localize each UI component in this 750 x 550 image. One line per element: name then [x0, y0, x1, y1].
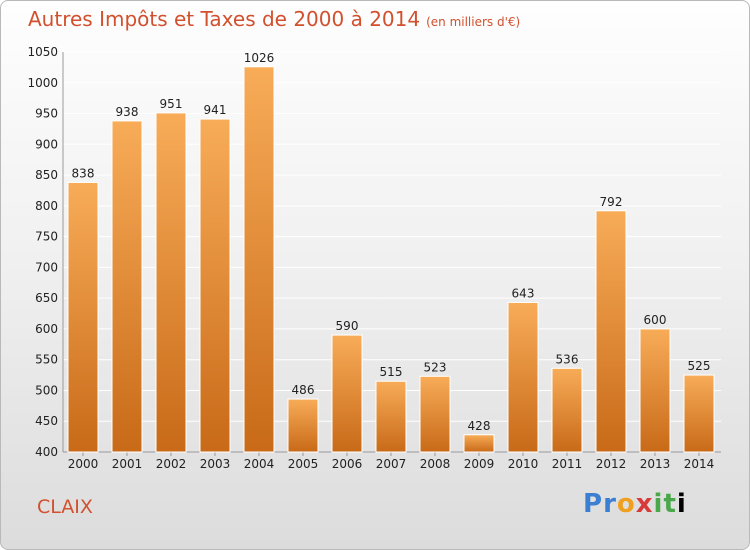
- bar-2010: [507, 301, 539, 453]
- y-tick-label: 900: [35, 137, 58, 151]
- x-tick-label: 2014: [684, 457, 715, 471]
- data-label: 428: [468, 419, 491, 433]
- x-tick-label: 2001: [112, 457, 143, 471]
- bar-2003: [199, 118, 231, 453]
- y-tick-label: 950: [35, 107, 58, 121]
- data-label: 1026: [244, 51, 275, 65]
- data-label: 525: [688, 359, 711, 373]
- x-tick-label: 2002: [156, 457, 187, 471]
- x-tick-label: 2011: [552, 457, 583, 471]
- bar-2000: [67, 181, 99, 453]
- x-tick-label: 2008: [420, 457, 451, 471]
- y-tick-label: 500: [35, 383, 58, 397]
- y-tick-label: 750: [35, 230, 58, 244]
- x-tick-label: 2009: [464, 457, 495, 471]
- x-tick-label: 2012: [596, 457, 627, 471]
- bar-2005: [287, 398, 319, 453]
- data-label: 536: [556, 352, 579, 366]
- commune-name: CLAIX: [37, 496, 93, 518]
- y-tick-label: 1000: [27, 76, 58, 90]
- y-tick-label: 450: [35, 414, 58, 428]
- y-tick-label: 400: [35, 445, 58, 459]
- data-label: 643: [512, 286, 535, 300]
- data-labels: 838 938 951 941 1026 486 590 515 523 428 643 536 792…: [72, 51, 711, 433]
- y-tick-label: 850: [35, 168, 58, 182]
- chart-unit: (en milliers d'€): [426, 15, 521, 29]
- x-tick-label: 2000: [68, 457, 99, 471]
- x-tick-labels: 2000 2001 2002 2003 2004 2005 2006 2007 2008 2009…: [68, 457, 715, 471]
- bar-2013: [639, 328, 671, 453]
- data-label: 600: [644, 313, 667, 327]
- y-tick-labels: 400 450 500 550 600 650 700 750 800 850 900 950 1000…: [27, 45, 58, 459]
- bars: [67, 66, 715, 453]
- data-label: 951: [160, 97, 183, 111]
- x-tick-label: 2005: [288, 457, 319, 471]
- data-label: 941: [204, 103, 227, 117]
- data-label: 515: [380, 365, 403, 379]
- bar-2004: [243, 66, 275, 453]
- proxiti-logo: Proxiti: [583, 489, 687, 519]
- x-tick-label: 2013: [640, 457, 671, 471]
- data-label: 523: [424, 360, 447, 374]
- data-label: 792: [600, 195, 623, 209]
- data-label: 590: [336, 319, 359, 333]
- bar-2001: [111, 120, 143, 453]
- x-tick-label: 2007: [376, 457, 407, 471]
- data-label: 838: [72, 166, 95, 180]
- bar-2007: [375, 380, 407, 453]
- chart-title: Autres Impôts et Taxes de 2000 à 2014: [28, 7, 421, 31]
- x-tick-label: 2004: [244, 457, 275, 471]
- bar-2002: [155, 112, 187, 453]
- y-tick-label: 800: [35, 199, 58, 213]
- bar-2012: [595, 210, 627, 453]
- x-tick-label: 2006: [332, 457, 363, 471]
- bar-2006: [331, 334, 363, 453]
- x-tick-label: 2010: [508, 457, 539, 471]
- bar-2011: [551, 367, 583, 453]
- y-tick-label: 1050: [27, 45, 58, 59]
- y-tick-label: 550: [35, 353, 58, 367]
- bar-2009: [463, 434, 495, 453]
- data-label: 938: [116, 105, 139, 119]
- y-tick-label: 600: [35, 322, 58, 336]
- data-label: 486: [292, 383, 315, 397]
- bar-2014: [683, 374, 715, 453]
- y-tick-label: 700: [35, 260, 58, 274]
- y-tick-label: 650: [35, 291, 58, 305]
- page-title: Autres Impôts et Taxes de 2000 à 2014 (en…: [28, 7, 520, 31]
- bar-2008: [419, 375, 451, 453]
- x-tick-label: 2003: [200, 457, 231, 471]
